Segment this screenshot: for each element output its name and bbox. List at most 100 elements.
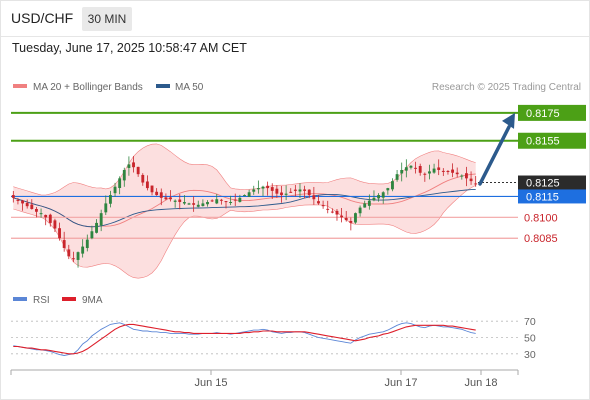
candle-body: [465, 173, 468, 179]
candle-body: [90, 231, 94, 239]
legend-ma50-swatch: [156, 84, 170, 88]
candle-body: [76, 252, 80, 260]
resistance-label: 0.8155: [526, 136, 560, 148]
candle-body: [400, 169, 404, 174]
candle-body: [44, 214, 48, 218]
candle-body: [451, 169, 455, 173]
candle-body: [317, 201, 320, 204]
candle-body: [215, 199, 219, 204]
candle-body: [404, 167, 408, 171]
legend-rsi-label: RSI: [33, 295, 50, 306]
candle-body: [229, 202, 233, 204]
candle-body: [446, 171, 450, 173]
candle-body: [437, 167, 441, 170]
source-credit: Research © 2025 Trading Central: [432, 82, 581, 93]
candle-body: [141, 174, 145, 183]
candle-body: [266, 185, 270, 189]
forecast-arrow-head: [502, 112, 515, 129]
candle-body: [409, 165, 413, 168]
x-axis-label: Jun 18: [464, 377, 497, 389]
rsi-line: [13, 322, 476, 356]
candle-body: [62, 240, 66, 248]
candle-body: [122, 169, 126, 181]
candle-body: [104, 203, 108, 213]
candle-body: [469, 178, 473, 182]
candle-body: [95, 222, 98, 233]
candle-body: [298, 189, 302, 192]
bollinger-band-fill: [13, 143, 476, 279]
candle-body: [136, 166, 140, 175]
candle-body: [169, 197, 172, 200]
candle-body: [196, 204, 200, 207]
candle-body: [21, 200, 24, 204]
candle-body: [201, 203, 205, 207]
candle-body: [99, 213, 103, 226]
candle-body: [441, 170, 445, 172]
candle-body: [108, 195, 112, 204]
current-price-label: 0.8125: [526, 178, 560, 190]
pivot-label-box: [518, 189, 586, 204]
candle-body: [367, 200, 371, 206]
candle-body: [243, 195, 246, 197]
timestamp-label: Tuesday, June 17, 2025 10:58:47 AM CET: [12, 41, 247, 55]
legend-9ma-swatch: [62, 297, 76, 301]
candle-body: [363, 203, 367, 208]
rsi-tick-label: 50: [524, 333, 536, 345]
timeframe-button[interactable]: 30 MIN: [82, 7, 132, 31]
bollinger-lower-line: [13, 185, 476, 279]
candle-body: [344, 217, 348, 221]
candle-body: [423, 173, 427, 175]
x-axis-label: Jun 17: [384, 377, 417, 389]
current-price-box: [518, 175, 586, 190]
candle-body: [71, 258, 75, 260]
candle-body: [192, 203, 196, 205]
candle-body: [113, 186, 117, 194]
candle-body: [280, 192, 283, 196]
candle-body: [284, 193, 288, 195]
candle-body: [418, 166, 422, 173]
candle-body: [233, 199, 237, 201]
candle-body: [238, 197, 242, 202]
candle-body: [182, 202, 186, 204]
candle-body: [307, 189, 311, 196]
candle-body: [219, 199, 223, 201]
x-axis-label: Jun 15: [194, 377, 227, 389]
candle-body: [289, 191, 293, 193]
candle-body: [395, 174, 399, 180]
candle-body: [312, 195, 316, 200]
candle-body: [178, 199, 182, 203]
candle-body: [432, 168, 436, 173]
resistance-label-box: [518, 132, 586, 149]
legend-ma20-swatch: [13, 84, 27, 88]
legend-9ma-label: 9MA: [82, 295, 103, 306]
candle-body: [150, 185, 154, 193]
rsi-tick-label: 70: [524, 316, 536, 328]
legend-rsi-swatch: [13, 297, 27, 301]
rsi-ma9-line: [13, 323, 476, 355]
candle-body: [270, 187, 274, 191]
candle-body: [81, 246, 85, 254]
candle-body: [155, 191, 159, 196]
candle-body: [164, 197, 168, 200]
candle-body: [34, 208, 38, 212]
bollinger-upper-line: [13, 143, 476, 196]
candle-body: [187, 203, 191, 205]
candle-body: [25, 202, 29, 207]
candle-body: [428, 171, 431, 174]
candle-body: [381, 192, 385, 198]
candle-body: [127, 164, 131, 168]
pivot-label: 0.8115: [526, 191, 559, 203]
candle-body: [252, 189, 256, 192]
candle-body: [210, 200, 214, 202]
candle-body: [460, 175, 464, 177]
candle-body: [386, 188, 390, 191]
candle-body: [11, 195, 15, 198]
candle-body: [85, 239, 89, 249]
candle-body: [206, 202, 209, 205]
support-label: 0.8100: [524, 212, 558, 224]
candle-body: [256, 188, 260, 190]
resistance-label: 0.8175: [526, 108, 560, 120]
candle-body: [340, 215, 344, 218]
candle-body: [335, 210, 339, 215]
